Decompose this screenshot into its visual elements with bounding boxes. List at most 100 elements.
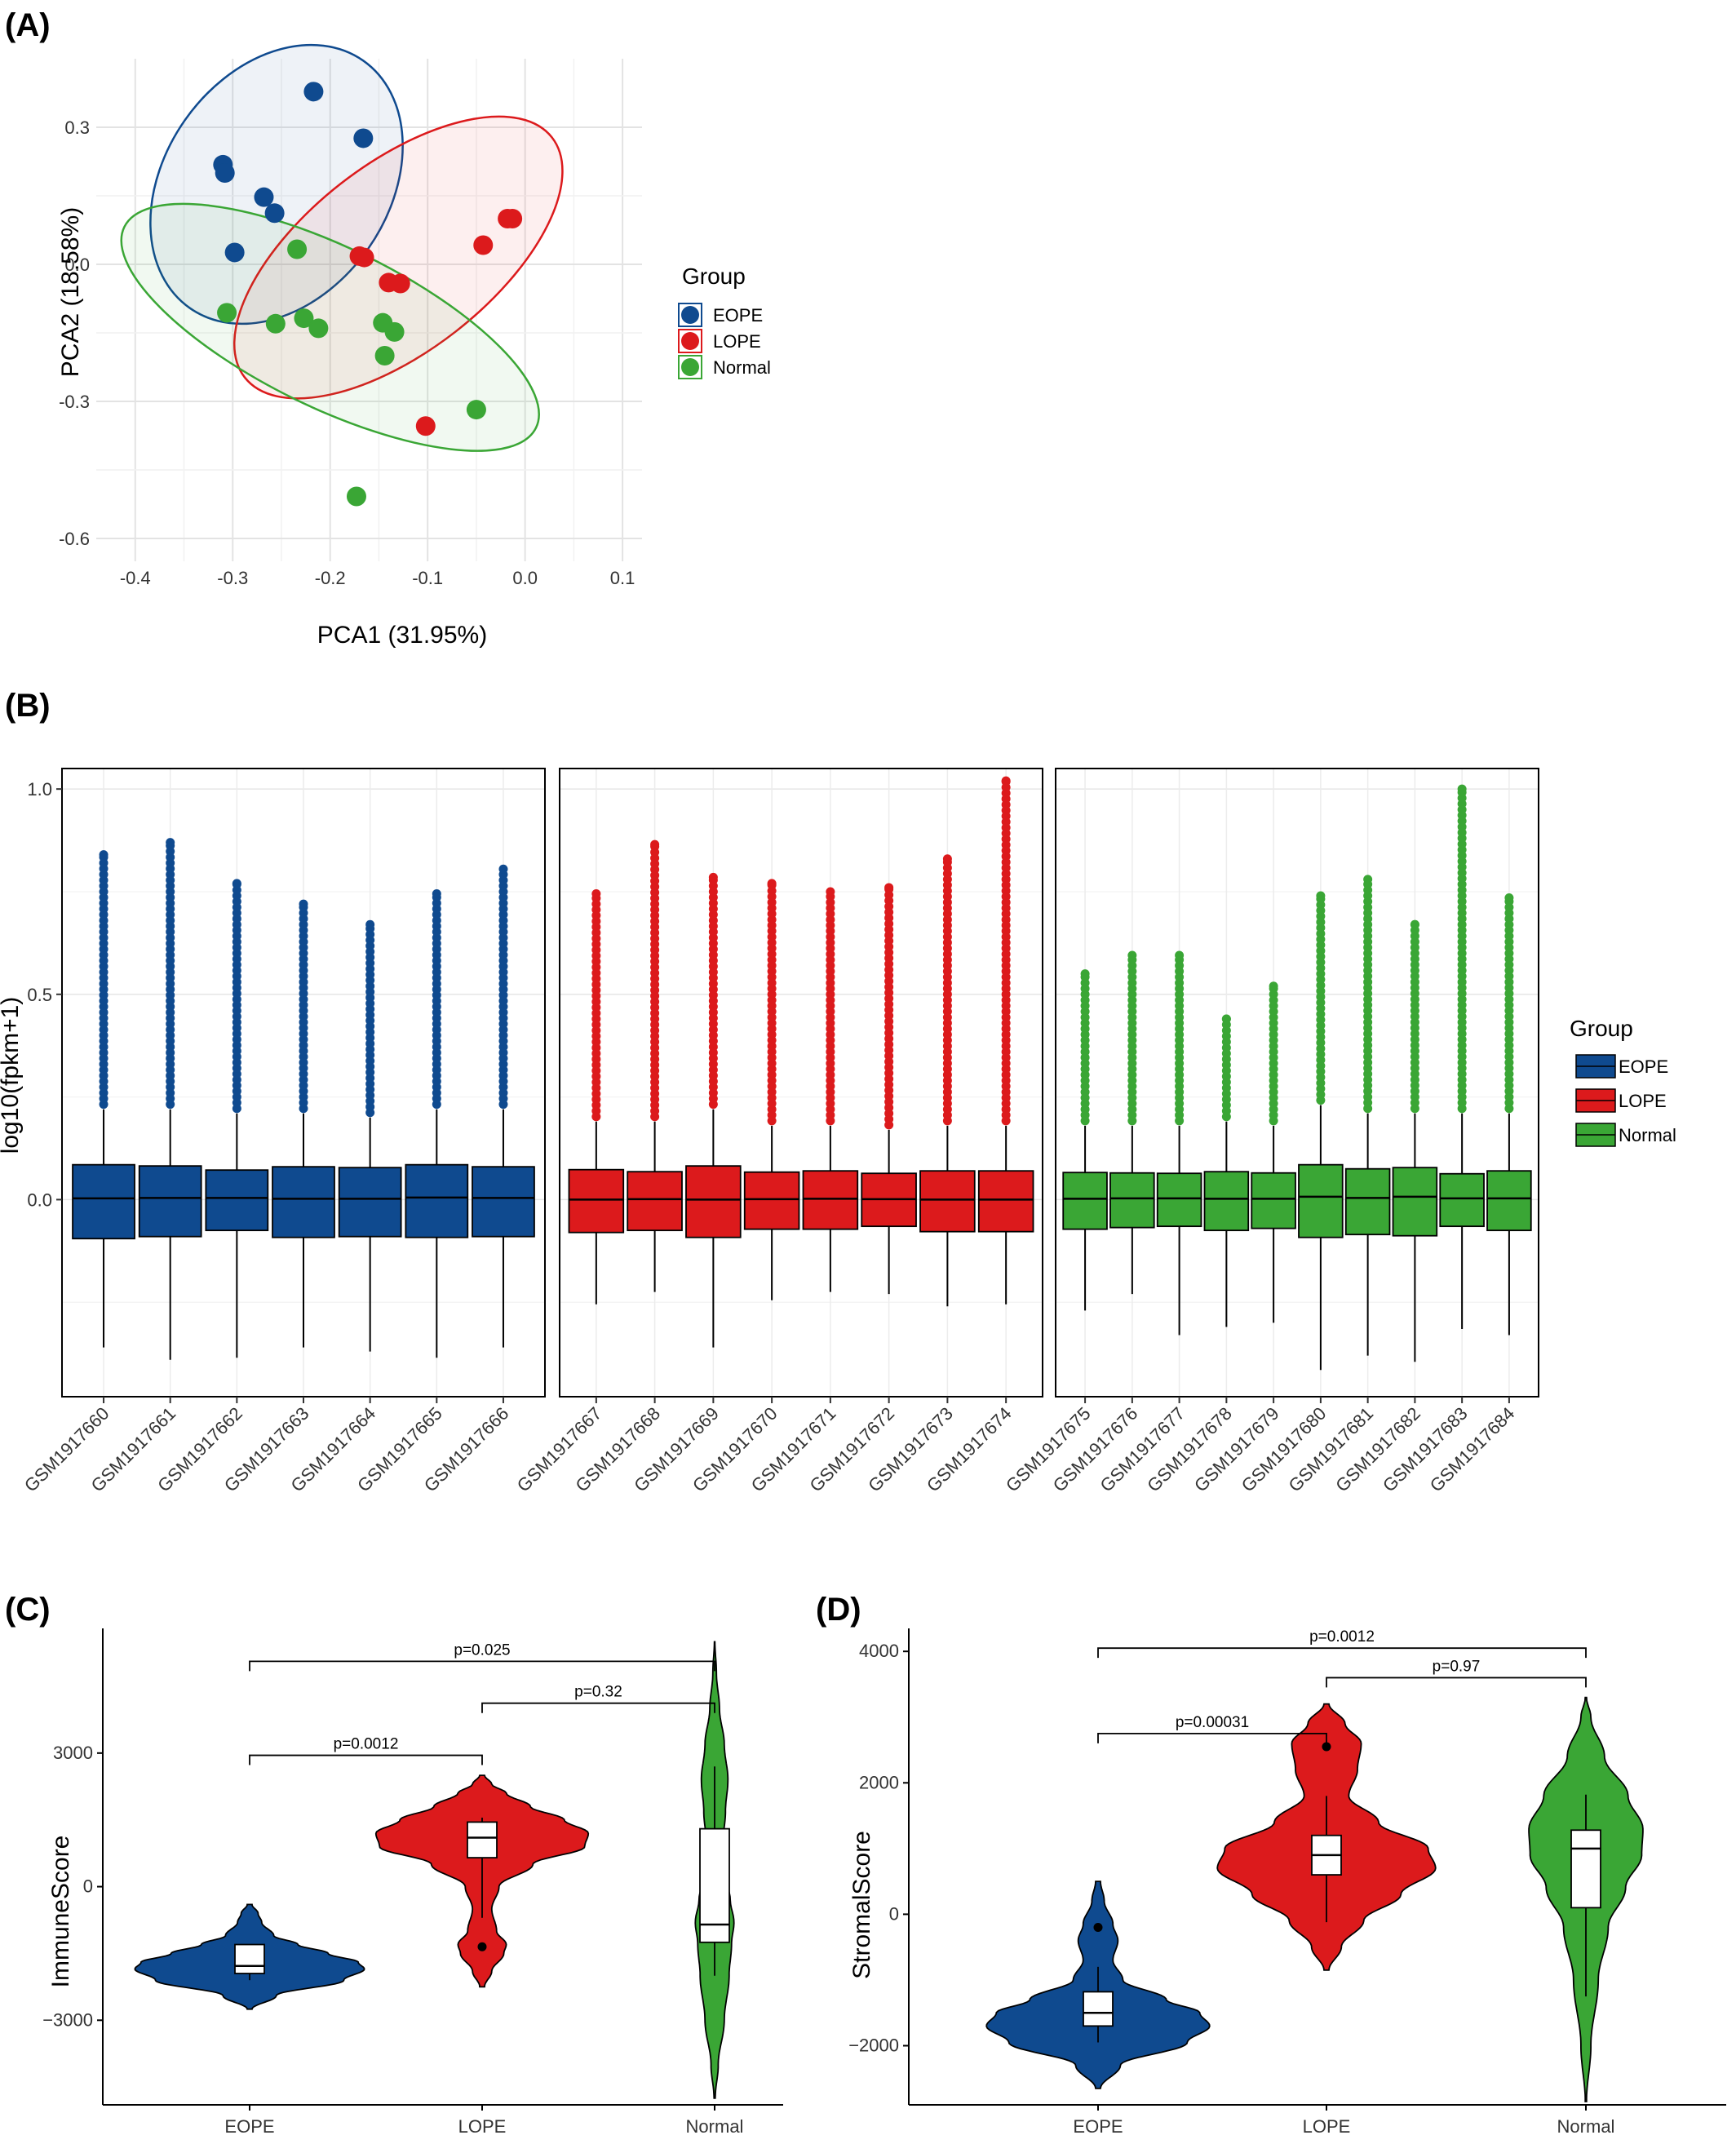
boxplot-box	[138, 1165, 202, 1238]
pca-point-lope	[503, 209, 523, 228]
violin-box	[234, 1943, 265, 1974]
pca-x-tick-label: 0.1	[610, 568, 636, 588]
violin-box	[1570, 1829, 1601, 1909]
pca-point-eope	[224, 242, 245, 263]
boxplot-box	[272, 1166, 335, 1238]
boxplot-outlier-max	[826, 887, 835, 897]
violin-outlier	[1093, 1923, 1103, 1933]
boxplot-outlier-max	[591, 888, 601, 898]
pca-y-tick-label: -0.6	[59, 529, 90, 549]
violin-box	[699, 1827, 730, 1943]
boxplot-box	[1439, 1172, 1485, 1228]
pca-legend-label: Normal	[713, 357, 771, 378]
pca-point-normal	[374, 346, 395, 365]
pca-x-axis-title: PCA1 (31.95%)	[317, 622, 487, 649]
stromal-score-violin-chart: StromalScore −2000 0 2000 4000 EOPE LOPE Norma…	[848, 1628, 1726, 2137]
panel-label-a: (A)	[5, 7, 51, 43]
boxplot-outlier-max	[299, 899, 308, 909]
comparison-bracket	[1097, 1647, 1587, 1659]
boxplot-box	[1298, 1163, 1344, 1238]
violin-outlier	[477, 1942, 487, 1951]
boxplot-box	[1344, 1167, 1391, 1236]
boxplot-legend-title: Group	[1570, 1016, 1633, 1041]
pca-x-tick-label: -0.3	[217, 568, 248, 588]
violin-y-tick-label: 0	[83, 1876, 93, 1897]
comparison-bracket	[249, 1754, 483, 1765]
boxplot-outlier-max	[1001, 776, 1011, 786]
comparison-bracket	[249, 1660, 715, 1672]
pca-point-eope	[264, 203, 285, 224]
boxplot-outlier-max	[1410, 919, 1419, 929]
comparison-bracket	[1097, 1732, 1327, 1743]
pca-grid	[96, 59, 642, 561]
pca-legend-dot-lope	[681, 332, 699, 350]
boxplot-y-ticks: 0.0 0.5 1.0	[27, 779, 62, 1210]
violin-box	[467, 1821, 498, 1858]
pca-x-tick-label: -0.2	[315, 568, 346, 588]
boxplot-box	[568, 1168, 625, 1234]
pca-x-ticks: -0.4 -0.3 -0.2 -0.1 0.0 0.1	[120, 568, 636, 588]
pca-legend-dot-normal	[681, 358, 699, 376]
pca-point-lope	[415, 416, 436, 436]
pca-legend-title: Group	[682, 264, 746, 289]
boxplot-box	[685, 1165, 742, 1238]
boxplot-box	[1062, 1172, 1108, 1230]
pca-point-normal	[308, 318, 329, 339]
boxplot-outlier-max	[1316, 891, 1326, 901]
violin-x-tick-label: LOPE	[458, 2116, 507, 2137]
pca-point-lope	[354, 247, 374, 268]
boxplot-box	[743, 1171, 800, 1230]
pca-point-eope	[215, 163, 235, 183]
violin-y-tick-label: 2000	[859, 1772, 899, 1792]
boxplot-box	[977, 1170, 1034, 1233]
pca-point-normal	[217, 303, 237, 323]
pca-point-eope	[254, 187, 274, 207]
boxplot-outlier-max	[232, 879, 241, 888]
boxplot-outlier-max	[1127, 950, 1137, 960]
pca-points	[213, 82, 523, 507]
stromal-y-axis-title: StromalScore	[848, 1831, 875, 1979]
boxplot-outlier-max	[650, 839, 660, 849]
expression-boxplot-chart: 0.0 0.5 1.0 GSM1917660GSM1917661GSM1917662…	[0, 768, 1676, 1496]
boxplot-outlier-max	[1504, 893, 1514, 903]
boxplot-outlier-max	[708, 872, 718, 882]
boxplot-x-tick-label: GSM1917684	[1426, 1403, 1519, 1496]
boxplot-box	[472, 1166, 535, 1238]
violin-x-tick-label: LOPE	[1303, 2116, 1351, 2137]
pca-point-lope	[390, 273, 410, 294]
boxplot-legend-label: LOPE	[1619, 1091, 1667, 1111]
pca-x-tick-label: -0.1	[412, 568, 443, 588]
pca-y-tick-label: 0.0	[64, 255, 90, 275]
violin-y-tick-label: 3000	[53, 1743, 93, 1763]
boxplot-outlier-max	[99, 850, 108, 860]
boxplot-y-tick-label: 0.5	[27, 985, 52, 1005]
pca-point-normal	[346, 486, 366, 507]
pca-point-eope	[353, 128, 374, 148]
pca-legend-label: EOPE	[713, 305, 763, 326]
pca-x-tick-label: 0.0	[512, 568, 538, 588]
pca-point-normal	[384, 321, 405, 342]
boxplot-outlier-max	[942, 854, 952, 864]
pca-legend-label: LOPE	[713, 331, 761, 352]
boxplot-box	[1392, 1167, 1438, 1237]
boxplot-facet-frames	[61, 768, 1539, 1398]
boxplot-outlier-max	[1080, 969, 1090, 979]
pca-ellipses	[120, 43, 564, 452]
boxplot-x-ticks: GSM1917660GSM1917661GSM1917662GSM1917663…	[20, 1397, 1519, 1496]
boxplot-box	[1486, 1170, 1532, 1232]
boxplot-outlier-max	[1363, 875, 1373, 884]
boxplot-y-tick-label: 0.0	[27, 1189, 52, 1210]
comparison-p-value: p=0.0012	[1309, 1628, 1375, 1646]
boxplot-outlier-max	[884, 883, 894, 893]
pca-point-eope	[303, 82, 324, 102]
pca-legend-dot-eope	[681, 306, 699, 324]
violin-y-tick-label: −2000	[848, 2035, 899, 2056]
violin-box	[1083, 1991, 1114, 2027]
boxplot-outlier-max	[1175, 950, 1185, 960]
boxplot-legend-label: EOPE	[1619, 1056, 1668, 1077]
pca-point-lope	[473, 235, 494, 255]
pca-point-normal	[294, 308, 314, 329]
panel-label-d: (D)	[816, 1592, 861, 1628]
violin-y-tick-label: 4000	[859, 1641, 899, 1661]
